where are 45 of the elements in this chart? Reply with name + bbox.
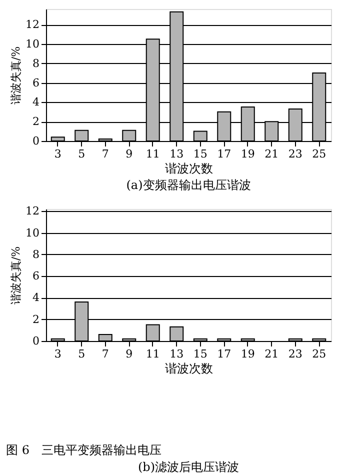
x-tick-label: 15 (193, 148, 208, 160)
y-tick-label: 6 (32, 76, 40, 90)
y-tick-label: 6 (32, 270, 40, 283)
x-tick-label: 11 (146, 348, 160, 360)
x-tick-label: 25 (312, 348, 326, 360)
x-tick-label: 5 (78, 148, 86, 160)
x-tick-label: 15 (193, 348, 208, 360)
x-tick-label: 25 (312, 148, 326, 160)
x-tick-label: 9 (126, 348, 133, 360)
x-tick-label: 21 (264, 348, 279, 360)
y-tick-label: 2 (32, 312, 40, 326)
y-tick-label: 8 (32, 56, 40, 70)
y-tick-label: 4 (32, 291, 40, 304)
x-tick-label: 21 (264, 148, 279, 160)
text: (b)滤波后电压谐波 (138, 460, 240, 474)
x-tick-label: 5 (78, 348, 86, 360)
y-tick-label: 2 (32, 115, 40, 128)
y-tick-label: 12 (26, 204, 40, 218)
x-tick-label: 11 (146, 148, 160, 160)
x-tick-label: 23 (288, 148, 302, 160)
x-tick-label: 7 (102, 148, 109, 160)
caption: 图 6 三电平变频器输出电压 (6, 443, 162, 457)
x-axis-title: 谐波次数 (165, 162, 213, 176)
x-tick-label: 3 (54, 148, 62, 160)
y-tick-label: 8 (32, 248, 40, 261)
y-tick-label: 0 (32, 134, 40, 148)
x-tick-label: 17 (217, 348, 232, 360)
x-tick-label: 13 (170, 148, 184, 160)
y-axis-title: 谐波失真/% (10, 246, 23, 305)
y-tick-label: 10 (26, 226, 40, 240)
text: (a)变频器输出电压谐波 (126, 178, 251, 192)
x-tick-label: 19 (240, 348, 255, 360)
x-tick-label: 17 (217, 148, 232, 160)
x-axis-title: 谐波次数 (165, 362, 213, 376)
x-tick-label: 19 (240, 148, 255, 160)
x-tick-label: 9 (126, 148, 133, 160)
y-tick-label: 0 (32, 334, 40, 348)
y-tick-label: 12 (26, 18, 40, 32)
y-axis-title: 谐波失真/% (10, 46, 23, 105)
x-tick-label: 7 (102, 348, 109, 360)
x-tick-label: 23 (288, 348, 302, 360)
x-tick-label: 3 (54, 348, 62, 360)
y-tick-label: 10 (26, 37, 40, 50)
y-tick-label: 4 (32, 96, 40, 109)
x-tick-label: 13 (170, 348, 184, 360)
